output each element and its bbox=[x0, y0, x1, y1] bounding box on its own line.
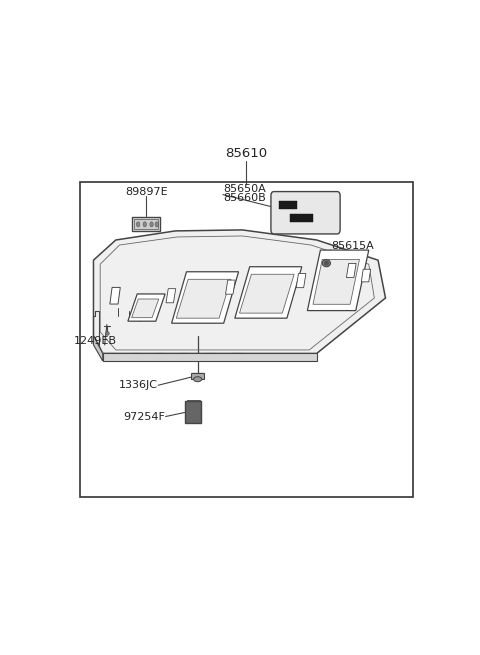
Polygon shape bbox=[103, 354, 317, 361]
Text: 97254F: 97254F bbox=[123, 411, 165, 422]
Polygon shape bbox=[185, 402, 202, 422]
Ellipse shape bbox=[136, 222, 140, 227]
Text: 1249EB: 1249EB bbox=[74, 336, 117, 346]
Polygon shape bbox=[296, 274, 306, 288]
Ellipse shape bbox=[324, 261, 329, 265]
Polygon shape bbox=[94, 230, 385, 354]
Text: 85615A: 85615A bbox=[331, 241, 373, 251]
Ellipse shape bbox=[150, 222, 153, 227]
Ellipse shape bbox=[143, 222, 146, 227]
Polygon shape bbox=[279, 200, 297, 209]
Polygon shape bbox=[176, 279, 231, 318]
Polygon shape bbox=[187, 400, 200, 402]
Polygon shape bbox=[110, 288, 120, 304]
Polygon shape bbox=[166, 289, 176, 303]
Polygon shape bbox=[94, 336, 103, 361]
Polygon shape bbox=[307, 250, 369, 310]
Polygon shape bbox=[132, 299, 159, 318]
Polygon shape bbox=[132, 217, 160, 231]
Polygon shape bbox=[240, 274, 294, 313]
Polygon shape bbox=[313, 259, 360, 305]
Ellipse shape bbox=[322, 259, 330, 267]
Polygon shape bbox=[361, 269, 371, 282]
Text: 85650A: 85650A bbox=[224, 183, 266, 193]
FancyBboxPatch shape bbox=[271, 191, 340, 234]
Polygon shape bbox=[235, 267, 302, 318]
Text: 89897E: 89897E bbox=[125, 187, 168, 197]
Polygon shape bbox=[192, 373, 204, 379]
Polygon shape bbox=[290, 214, 313, 222]
Text: 85660B: 85660B bbox=[224, 193, 266, 203]
Polygon shape bbox=[226, 280, 235, 294]
Ellipse shape bbox=[155, 222, 158, 227]
Polygon shape bbox=[133, 219, 158, 229]
Polygon shape bbox=[128, 294, 165, 321]
Ellipse shape bbox=[193, 377, 202, 382]
Polygon shape bbox=[172, 272, 239, 323]
Text: 85610: 85610 bbox=[225, 147, 267, 160]
Text: 1336JC: 1336JC bbox=[119, 381, 157, 390]
Polygon shape bbox=[347, 263, 356, 278]
